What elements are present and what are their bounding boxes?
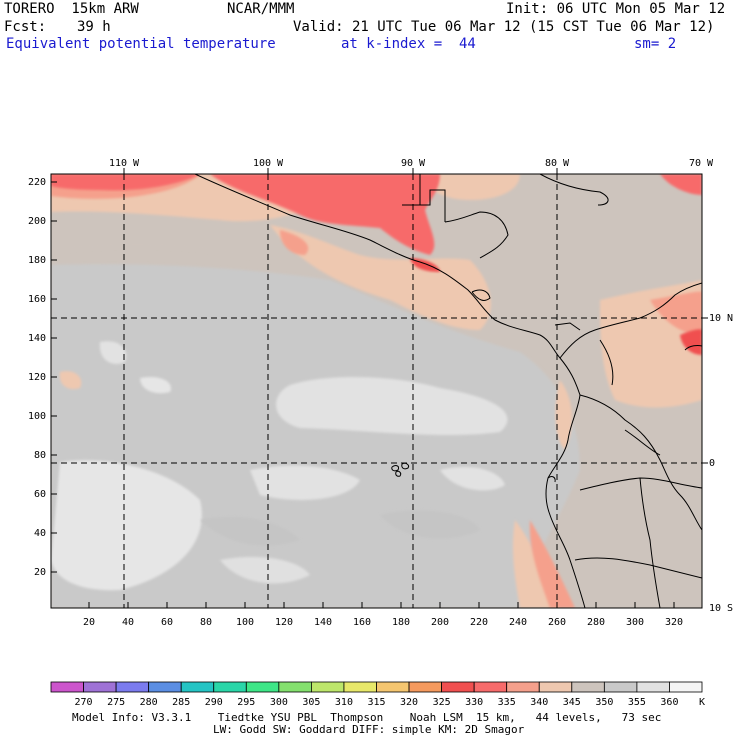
y-tick-label: 20 (34, 567, 46, 578)
colorbar-swatch (310, 681, 345, 693)
x-tick-label: 300 (626, 617, 644, 628)
x-tick-label: 260 (548, 617, 566, 628)
colorbar-swatch (343, 681, 377, 693)
y-tick-labels: 220 200 180 160 140 120 100 80 60 40 20 (28, 177, 46, 578)
colorbar-label: 355 (628, 697, 646, 708)
longitude-label: 90 W (401, 158, 426, 169)
x-tick-label: 280 (587, 617, 605, 628)
latitude-label: 10 N (709, 313, 733, 324)
y-tick-label: 60 (34, 489, 46, 500)
smoothing-info: sm= 2 (634, 36, 677, 52)
colorbar-label: 360 (660, 697, 678, 708)
colorbar-label: 290 (205, 697, 223, 708)
colorbar-label: 305 (302, 697, 320, 708)
colorbar-label: 270 (75, 697, 93, 708)
init-time: Init: 06 UTC Mon 05 Mar 12 (506, 1, 726, 17)
colorbar-swatch (83, 681, 117, 693)
y-tick-label: 40 (34, 528, 46, 539)
latitude-label: 0 (709, 458, 715, 469)
colorbar-swatch (603, 681, 638, 693)
y-tick-label: 120 (28, 372, 46, 383)
coastlines (194, 174, 702, 608)
colorbar-swatch (50, 681, 84, 693)
x-tick-label: 20 (83, 617, 95, 628)
field-name: Equivalent potential temperature (6, 36, 276, 52)
valid-time: Valid: 21 UTC Tue 06 Mar 12 (15 CST Tue … (293, 19, 715, 35)
colorbar-labels: 270 275 280 285 290 295 300 305 310 315 320 325 330 3… (75, 697, 679, 708)
x-tick-label: 40 (122, 617, 134, 628)
longitude-label: 100 W (253, 158, 284, 169)
colorbar-swatch (245, 681, 280, 693)
x-tick-label: 100 (236, 617, 254, 628)
colorbar-swatch (408, 681, 442, 693)
physics-info: LW: Godd SW: Goddard DIFF: simple KM: 2D… (213, 723, 525, 736)
latitude-labels: 10 N 0 10 S (702, 313, 733, 614)
colorbar (50, 681, 703, 693)
colorbar-swatch (376, 681, 410, 693)
colorbar-label: 340 (530, 697, 548, 708)
colorbar-label: 325 (433, 697, 451, 708)
x-tick-marks (88, 602, 675, 608)
colorbar-label: 300 (270, 697, 288, 708)
y-tick-label: 200 (28, 216, 46, 227)
y-tick-label: 180 (28, 255, 46, 266)
y-tick-label: 220 (28, 177, 46, 188)
organization: NCAR/MMM (227, 1, 295, 17)
colorbar-swatch (669, 681, 703, 693)
colorbar-label: 275 (107, 697, 125, 708)
x-tick-label: 220 (470, 617, 488, 628)
colorbar-swatch (636, 681, 670, 693)
colorbar-swatch (441, 681, 475, 693)
colorbar-unit: K (699, 697, 705, 708)
colorbar-swatch (506, 681, 540, 693)
x-tick-label: 240 (509, 617, 527, 628)
y-tick-label: 140 (28, 333, 46, 344)
colorbar-swatch (473, 681, 508, 693)
colorbar-label: 310 (335, 697, 353, 708)
colorbar-label: 315 (367, 697, 385, 708)
colorbar-swatch (278, 681, 312, 693)
colorbar-label: 295 (237, 697, 255, 708)
model-name: TORERO 15km ARW (4, 1, 139, 17)
latitude-label: 10 S (709, 603, 733, 614)
longitude-label: 80 W (545, 158, 570, 169)
colorbar-swatch (115, 681, 150, 693)
x-tick-label: 160 (353, 617, 371, 628)
colorbar-swatch (180, 681, 215, 693)
colorbar-swatch (148, 681, 182, 693)
y-tick-label: 160 (28, 294, 46, 305)
forecast-hour: 39 h (77, 19, 111, 35)
colorbar-swatch (538, 681, 573, 693)
colorbar-label: 345 (563, 697, 581, 708)
x-tick-label: 320 (665, 617, 683, 628)
x-tick-label: 180 (392, 617, 410, 628)
longitude-label: 70 W (689, 158, 714, 169)
y-tick-label: 100 (28, 411, 46, 422)
colorbar-label: 335 (498, 697, 516, 708)
colorbar-label: 350 (595, 697, 613, 708)
longitude-labels: 110 W 100 W 90 W 80 W 70 W (109, 158, 714, 174)
colorbar-label: 285 (172, 697, 190, 708)
colorbar-swatch (571, 681, 605, 693)
plot-frame (50, 173, 703, 609)
graticule (51, 174, 702, 608)
x-tick-label: 120 (275, 617, 293, 628)
x-tick-label: 60 (161, 617, 173, 628)
y-tick-marks (51, 181, 57, 573)
x-tick-label: 140 (314, 617, 332, 628)
forecast-label: Fcst: (4, 19, 47, 35)
longitude-label: 110 W (109, 158, 140, 169)
model-info: Model Info: V3.3.1 Tiedtke YSU PBL Thomp… (72, 711, 662, 724)
x-tick-label: 200 (431, 617, 449, 628)
x-tick-label: 80 (200, 617, 212, 628)
y-tick-label: 80 (34, 450, 46, 461)
colorbar-label: 280 (140, 697, 158, 708)
x-tick-labels: 20 40 60 80 100 120 140 160 180 200 220 … (83, 617, 683, 628)
temperature-field (51, 174, 702, 608)
colorbar-label: 320 (400, 697, 418, 708)
level-info: at k-index = 44 (341, 36, 476, 52)
colorbar-swatch (213, 681, 247, 693)
colorbar-label: 330 (465, 697, 483, 708)
